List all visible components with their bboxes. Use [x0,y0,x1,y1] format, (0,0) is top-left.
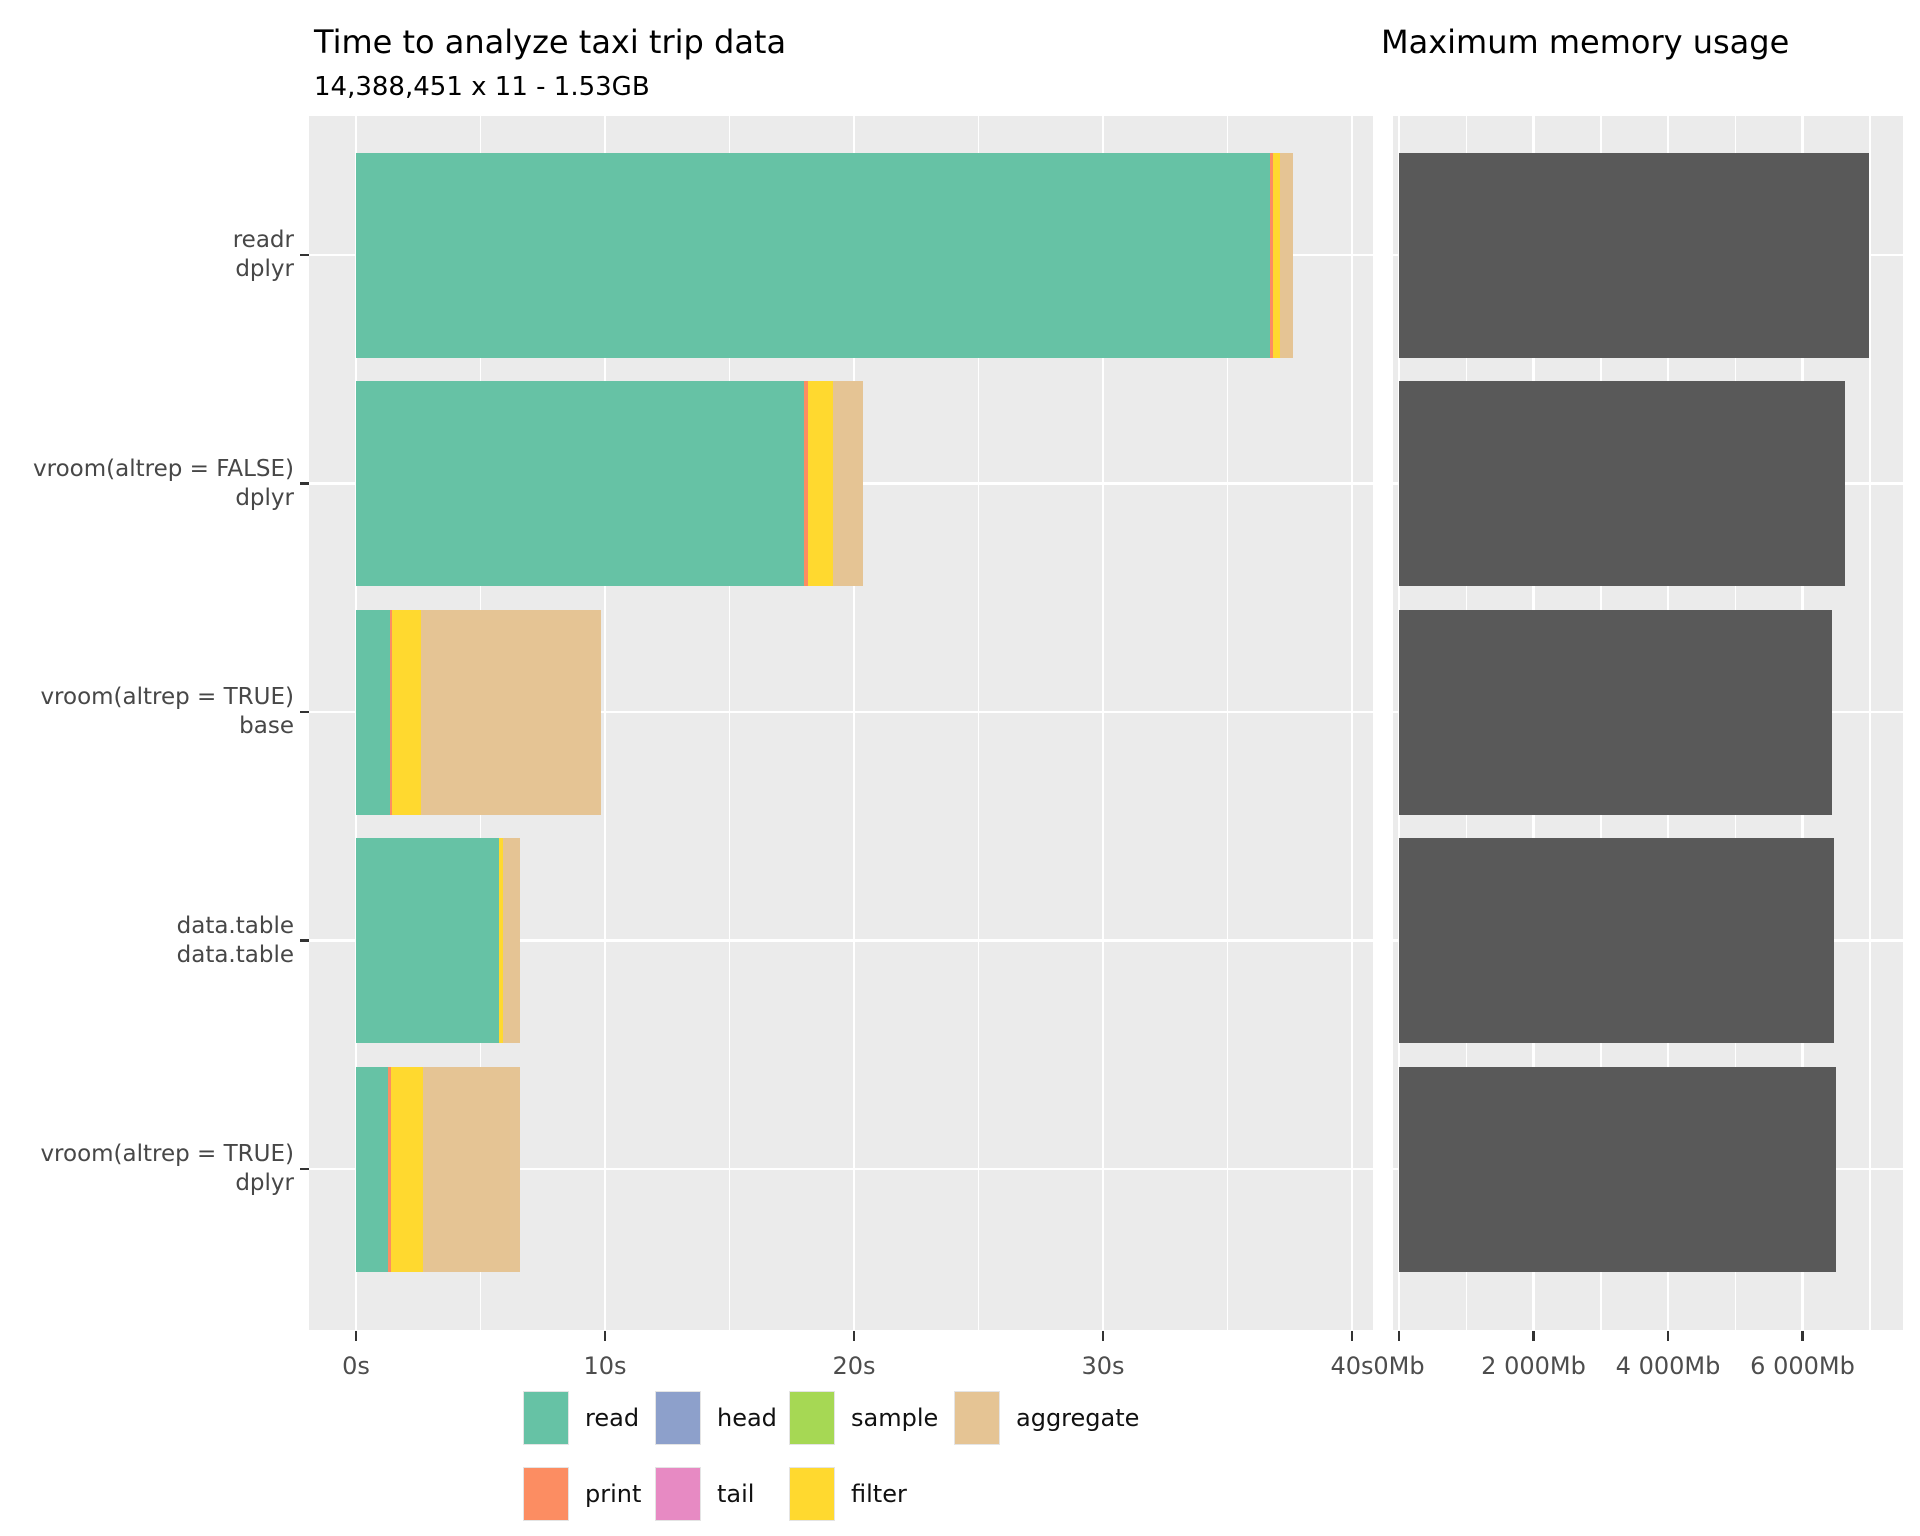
x-axis-tick-label: 40s [1330,1352,1374,1380]
legend-swatch-read [523,1391,569,1445]
x-axis-tick-label: 0Mb [1373,1352,1425,1380]
y-axis-label: vroom(altrep = FALSE) dplyr [33,455,294,511]
legend-label-read: read [585,1404,640,1432]
major-gridline [603,116,607,1330]
time-chart-panel [309,116,1373,1330]
memory-bar [1399,152,1870,358]
time-bar-segment-aggregate [502,838,521,1043]
minor-gridline [977,116,980,1330]
legend-swatch-print [523,1467,569,1521]
x-axis-tick [354,1331,358,1341]
y-axis-tick [300,710,309,714]
x-axis-tick [1532,1331,1535,1341]
x-axis-tick-label: 30s [1081,1352,1125,1380]
time-bar-segment-print [389,609,393,815]
x-axis-tick [1801,1331,1804,1341]
x-axis-tick [603,1331,607,1341]
time-bar-segment-filter [499,838,503,1043]
legend-swatch-head [655,1391,701,1445]
y-axis-label: readr dplyr [232,227,294,282]
legend-item-filter: filter [789,1467,907,1521]
category-gridline [309,939,1373,942]
time-bar-segment-read [356,838,500,1043]
x-axis-tick [1350,1331,1354,1341]
y-axis-tick [300,1167,309,1171]
x-axis-tick-label: 6 000Mb [1750,1352,1855,1380]
y-axis-tick [300,482,309,485]
x-axis-tick-label: 0s [342,1352,370,1380]
x-axis-tick-label: 10s [583,1352,627,1380]
x-axis-tick [852,1331,856,1341]
y-axis-label: vroom(altrep = TRUE) base [40,684,294,739]
memory-chart-title: Maximum memory usage [1381,23,1790,61]
legend-item-read: read [523,1391,640,1445]
x-axis-tick-label: 2 000Mb [1481,1352,1586,1380]
memory-bar [1399,609,1832,815]
legend-label-filter: filter [851,1480,907,1508]
legend-swatch-filter [789,1467,835,1521]
time-bar-segment-print [388,1066,391,1272]
legend-label-tail: tail [717,1480,755,1508]
major-gridline [852,116,856,1330]
legend-swatch-sample [789,1391,835,1445]
time-bar-segment-filter [807,381,833,586]
x-axis-tick-label: 4 000Mb [1615,1352,1721,1380]
time-bar-segment-read [356,381,805,586]
time-chart-subtitle: 14,388,451 x 11 - 1.53GB [314,72,650,102]
memory-bar [1399,381,1845,586]
category-gridline [309,710,1373,714]
legend-swatch-aggregate [954,1391,1000,1445]
major-gridline [1350,116,1354,1330]
time-bar-segment-aggregate [1280,152,1293,358]
time-bar-segment-print [804,381,808,586]
time-bar-segment-read [356,152,1270,358]
major-gridline [1101,116,1105,1330]
legend-label-head: head [717,1404,777,1432]
legend-swatch-tail [655,1467,701,1521]
minor-gridline [728,116,731,1330]
y-axis-tick [300,939,309,942]
time-bar-segment-aggregate [832,381,863,586]
time-bar-segment-read [356,609,390,815]
legend-label-aggregate: aggregate [1016,1404,1140,1432]
legend-item-sample: sample [789,1391,939,1445]
time-bar-segment-print [1269,152,1273,358]
category-gridline [309,1167,1373,1171]
time-bar-segment-filter [390,1066,424,1272]
legend-item-head: head [655,1391,777,1445]
time-chart-title: Time to analyze taxi trip data [314,23,787,61]
y-axis-label: vroom(altrep = TRUE) dplyr [40,1141,294,1196]
legend-item-aggregate: aggregate [954,1391,1140,1445]
memory-chart-panel [1393,116,1903,1330]
legend-label-sample: sample [851,1404,939,1432]
time-bar-segment-filter [1272,152,1281,358]
legend-label-print: print [585,1480,642,1508]
time-bar-segment-filter [392,609,421,815]
x-axis-tick [1397,1331,1401,1341]
x-axis-tick [1101,1331,1105,1341]
memory-bar [1399,1066,1836,1272]
y-axis-tick [300,253,309,257]
time-bar-segment-aggregate [423,1066,521,1272]
minor-gridline [1869,116,1871,1330]
legend-item-print: print [523,1467,642,1521]
y-axis-label: data.table data.table [176,912,294,968]
minor-gridline [1226,116,1229,1330]
memory-bar [1399,838,1834,1043]
time-bar-segment-aggregate [420,609,602,815]
x-axis-tick [1666,1331,1670,1341]
legend-item-tail: tail [655,1467,755,1521]
time-bar-segment-read [356,1066,389,1272]
x-axis-tick-label: 20s [832,1352,876,1380]
